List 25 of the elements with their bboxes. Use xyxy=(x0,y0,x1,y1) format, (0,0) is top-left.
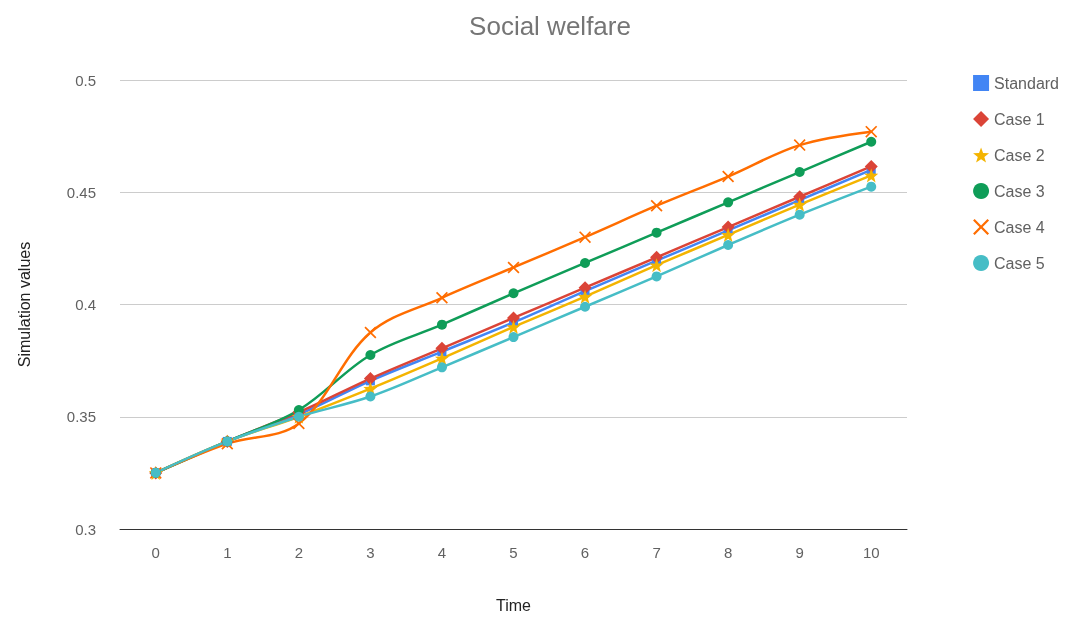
y-axis-title: Simulation values xyxy=(15,241,33,368)
x-tick-label: 9 xyxy=(795,544,804,561)
y-tick-label: 0.35 xyxy=(66,408,96,426)
x-tick-label: 8 xyxy=(723,544,733,561)
legend-label: Case 2 xyxy=(994,146,1045,164)
x-tick-label: 6 xyxy=(580,544,590,561)
legend-label: Standard xyxy=(994,74,1059,92)
x-tick-label: 3 xyxy=(366,544,375,561)
x-tick-label: 7 xyxy=(652,544,661,561)
y-tick-label: 0.4 xyxy=(75,296,96,313)
legend-label: Case 3 xyxy=(994,182,1045,200)
x-tick-label: 1 xyxy=(223,544,232,561)
x-tick-label: 2 xyxy=(294,544,304,561)
legend-label: Case 1 xyxy=(994,110,1045,128)
x-axis-title: Time xyxy=(496,596,532,614)
y-tick-label: 0.3 xyxy=(75,520,96,538)
y-tick-label: 0.45 xyxy=(66,183,96,201)
x-tick-label: 0 xyxy=(151,544,160,561)
chart-title: Social welfare xyxy=(469,11,631,41)
legend-label: Case 4 xyxy=(994,218,1045,236)
legend-label: Case 5 xyxy=(994,254,1045,272)
x-tick-label: 5 xyxy=(509,544,518,561)
y-tick-label: 0.5 xyxy=(75,71,96,89)
x-tick-label: 4 xyxy=(437,544,447,561)
x-tick-label: 10 xyxy=(862,544,880,561)
